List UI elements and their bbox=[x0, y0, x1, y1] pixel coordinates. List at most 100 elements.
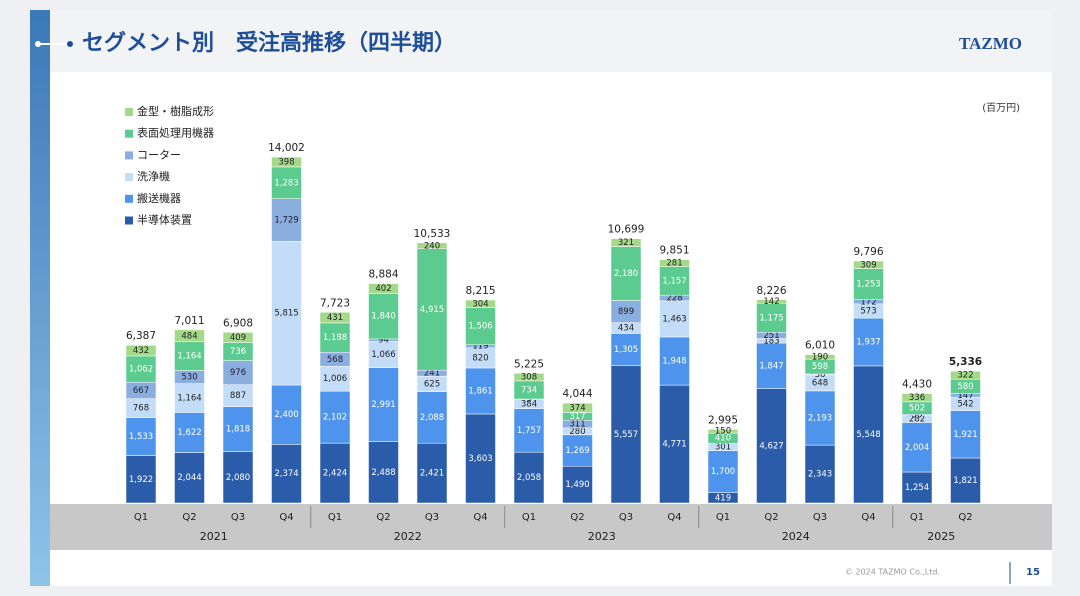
value-label: 1,175 bbox=[759, 313, 783, 323]
value-label: 1,062 bbox=[129, 365, 153, 375]
year-label: 2022 bbox=[394, 530, 422, 543]
value-label: 976 bbox=[230, 368, 246, 378]
axis-band bbox=[50, 504, 1052, 550]
total-label: 6,010 bbox=[805, 340, 835, 352]
legend-label: コーター bbox=[137, 148, 181, 161]
value-label: 1,818 bbox=[226, 425, 250, 435]
total-label: 5,225 bbox=[514, 358, 544, 370]
total-label: 4,430 bbox=[902, 379, 932, 391]
value-label: 402 bbox=[375, 284, 391, 294]
total-label: 6,908 bbox=[223, 317, 253, 329]
value-label: 2,991 bbox=[371, 400, 395, 410]
legend-swatch bbox=[125, 130, 133, 138]
value-label: 4,771 bbox=[662, 440, 686, 450]
value-label: 1,948 bbox=[662, 357, 686, 367]
x-tick-label: Q2 bbox=[376, 512, 390, 523]
value-label: 1,164 bbox=[177, 394, 201, 404]
value-label: 2,343 bbox=[808, 470, 832, 480]
total-label: 9,851 bbox=[659, 245, 689, 257]
value-label: 568 bbox=[327, 355, 343, 365]
total-label: 4,044 bbox=[562, 388, 592, 400]
value-label: 150 bbox=[715, 427, 731, 437]
value-label: 1,757 bbox=[517, 426, 541, 436]
value-label: 1,164 bbox=[177, 352, 201, 362]
total-label: 8,884 bbox=[368, 269, 398, 281]
value-label: 304 bbox=[472, 299, 488, 309]
value-label: 542 bbox=[957, 399, 973, 409]
x-tick-label: Q3 bbox=[425, 512, 439, 523]
total-label: 10,699 bbox=[608, 224, 645, 236]
total-label: 9,796 bbox=[853, 246, 883, 258]
value-label: 322 bbox=[957, 371, 973, 381]
value-label: 625 bbox=[424, 379, 440, 389]
value-label: 1,006 bbox=[323, 374, 347, 384]
x-tick-label: Q1 bbox=[910, 512, 924, 523]
legend-label: 金型・樹脂成形 bbox=[137, 104, 214, 118]
unit: (百万円) bbox=[982, 102, 1020, 114]
value-label: 1,921 bbox=[953, 430, 977, 440]
value-label: 1,821 bbox=[953, 476, 977, 486]
value-label: 2,080 bbox=[226, 473, 250, 483]
legend-swatch bbox=[125, 195, 133, 203]
bullet bbox=[35, 41, 41, 47]
value-label: 4,915 bbox=[420, 305, 444, 315]
value-label: 398 bbox=[278, 157, 294, 167]
value-label: 768 bbox=[133, 404, 149, 414]
value-label: 301 bbox=[715, 442, 731, 452]
year-label: 2021 bbox=[200, 530, 228, 543]
value-label: 190 bbox=[812, 352, 828, 362]
legend-label: 搬送機器 bbox=[137, 191, 181, 205]
value-label: 1,253 bbox=[856, 280, 880, 290]
value-label: 1,269 bbox=[565, 446, 589, 456]
value-label: 2,374 bbox=[274, 469, 298, 479]
x-tick-label: Q2 bbox=[958, 512, 972, 523]
value-label: 1,283 bbox=[274, 178, 298, 188]
value-label: 374 bbox=[569, 403, 585, 413]
value-label: 321 bbox=[618, 238, 634, 248]
total-label: 8,215 bbox=[465, 285, 495, 297]
legend-swatch bbox=[125, 108, 133, 116]
value-label: 142 bbox=[763, 297, 779, 307]
total-label: 7,011 bbox=[174, 315, 204, 327]
value-label: 573 bbox=[860, 306, 876, 316]
value-label: 2,488 bbox=[371, 468, 395, 478]
value-label: 1,840 bbox=[371, 312, 395, 322]
value-label: 5,548 bbox=[856, 430, 880, 440]
legend-swatch bbox=[125, 173, 133, 181]
value-label: 667 bbox=[133, 386, 149, 396]
value-label: 1,254 bbox=[905, 483, 929, 493]
x-tick-label: Q4 bbox=[667, 512, 681, 523]
value-label: 336 bbox=[909, 393, 925, 403]
value-label: 1,490 bbox=[565, 480, 589, 490]
value-label: 899 bbox=[618, 307, 634, 317]
value-label: 1,700 bbox=[711, 467, 735, 477]
value-label: 2,424 bbox=[323, 469, 347, 479]
total-label: 8,226 bbox=[756, 285, 786, 297]
value-label: 1,861 bbox=[468, 386, 492, 396]
value-label: 5,557 bbox=[614, 430, 638, 440]
value-label: 2,102 bbox=[323, 413, 347, 423]
value-label: 2,193 bbox=[808, 414, 832, 424]
value-label: 281 bbox=[666, 259, 682, 269]
value-label: 431 bbox=[327, 313, 343, 323]
value-label: 2,088 bbox=[420, 413, 444, 423]
legend-swatch bbox=[125, 217, 133, 225]
value-label: 2,004 bbox=[905, 443, 929, 453]
value-label: 1,729 bbox=[274, 215, 298, 225]
total-label: 7,723 bbox=[320, 297, 350, 309]
year-label: 2025 bbox=[927, 530, 955, 543]
value-label: 409 bbox=[230, 333, 246, 343]
value-label: 5,815 bbox=[274, 309, 298, 319]
year-label: 2023 bbox=[588, 530, 616, 543]
value-label: 530 bbox=[181, 373, 197, 383]
value-label: 3,603 bbox=[468, 454, 492, 464]
legend-label: 半導体装置 bbox=[137, 213, 192, 227]
x-tick-label: Q2 bbox=[570, 512, 584, 523]
side-bar bbox=[30, 10, 50, 586]
value-label: 1,937 bbox=[856, 337, 880, 347]
value-label: 1,305 bbox=[614, 345, 638, 355]
value-label: 736 bbox=[230, 347, 246, 357]
year-label: 2024 bbox=[782, 530, 810, 543]
x-tick-label: Q4 bbox=[861, 512, 875, 523]
